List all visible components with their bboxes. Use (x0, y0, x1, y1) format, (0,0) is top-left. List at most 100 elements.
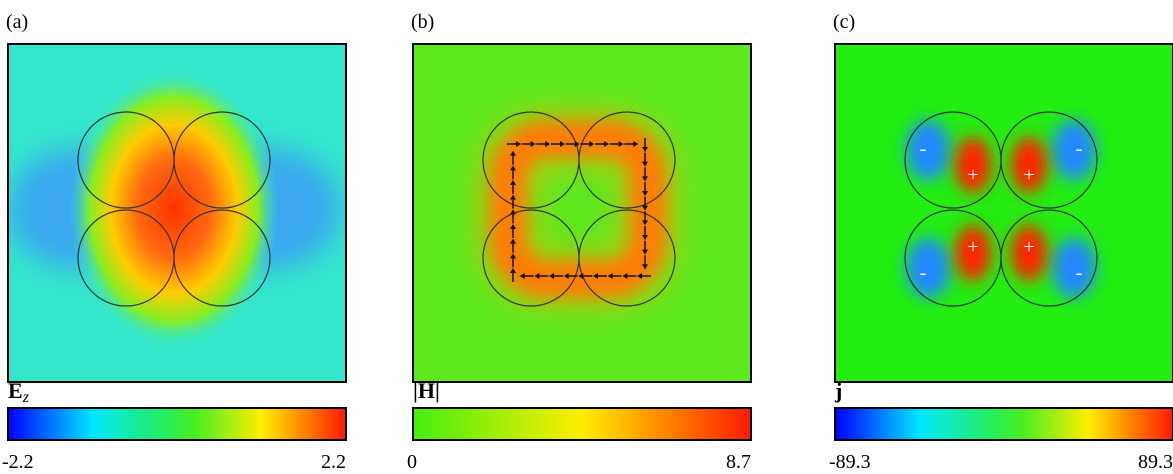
arrow-head (642, 176, 648, 182)
panel-label: (c) (833, 11, 855, 33)
arrow-head (549, 273, 554, 279)
arrow (510, 180, 516, 194)
colorbar-min: -2.2 (2, 451, 34, 473)
arrow-head (593, 273, 598, 279)
arrow-head (510, 268, 516, 273)
arrow (642, 255, 648, 270)
arrow (563, 273, 578, 279)
colorbar-min: -89.3 (829, 451, 871, 473)
charge-sign: + (1023, 236, 1034, 258)
arrow-head (642, 220, 648, 226)
arrow-head (519, 273, 525, 279)
arrow (609, 141, 624, 147)
field (955, 137, 991, 193)
panel-frame (834, 43, 1173, 383)
arrow (551, 141, 565, 147)
panel-label: (b) (411, 11, 434, 33)
arrow-head (516, 141, 521, 147)
colorbar (834, 407, 1173, 441)
arrow (510, 194, 516, 209)
arrow-head (607, 273, 613, 279)
particle (1000, 111, 1098, 209)
arrow-head (637, 273, 642, 279)
arrow (510, 238, 516, 253)
arrow (565, 141, 580, 147)
arrow (510, 224, 516, 238)
field-map (835, 44, 1173, 382)
arrow (642, 138, 648, 152)
colorbar-subscript: z (22, 389, 30, 406)
arrow (622, 273, 637, 279)
arrow-head (642, 249, 648, 255)
arrow-head (563, 273, 569, 279)
arrow (642, 182, 648, 196)
arrow (510, 268, 516, 282)
arrow (549, 273, 563, 279)
arrow-head (510, 150, 516, 156)
arrow (510, 150, 516, 165)
field (478, 109, 678, 309)
arrow (521, 141, 536, 147)
arrow (595, 141, 609, 147)
arrow (510, 253, 516, 268)
arrow (607, 273, 622, 279)
arrow-head (510, 253, 516, 259)
arrow (507, 141, 521, 147)
particle (578, 111, 676, 209)
arrow-head (618, 141, 624, 147)
field (955, 225, 991, 281)
field (906, 120, 950, 180)
particle (578, 209, 676, 307)
colorbar-max: 89.3 (1138, 451, 1173, 473)
arrow-head (622, 273, 628, 279)
arrow-head (642, 147, 648, 152)
colorbar-max: 8.7 (726, 451, 751, 473)
charge-sign: - (1076, 138, 1083, 160)
arrow (519, 273, 534, 279)
arrow-head (545, 141, 551, 147)
colorbar-title: |H| (413, 378, 440, 403)
field (906, 238, 950, 298)
arrow-head (604, 141, 609, 147)
colorbar (412, 407, 752, 441)
colorbar (7, 407, 347, 441)
arrow (536, 141, 551, 147)
colorbar-min: 0 (407, 451, 417, 473)
particle (173, 209, 271, 307)
charge-sign: + (967, 236, 978, 258)
arrow (642, 240, 648, 255)
charge-sign: - (920, 262, 927, 284)
arrow (510, 165, 516, 180)
field (69, 69, 279, 349)
charge-sign: + (967, 164, 978, 186)
arrow-head (510, 165, 516, 171)
field (1052, 238, 1096, 298)
arrow (593, 273, 607, 279)
arrow-head (642, 205, 648, 211)
field (1052, 120, 1096, 180)
arrow (642, 196, 648, 211)
colorbar-title: j (834, 378, 842, 403)
field-map (413, 44, 751, 382)
arrow (642, 226, 648, 240)
field (1011, 137, 1047, 193)
arrow-head (642, 264, 648, 270)
arrow (637, 273, 651, 279)
charge-sign: - (1076, 262, 1083, 284)
arrow-head (574, 141, 580, 147)
arrow (534, 273, 549, 279)
panel-label: (a) (6, 11, 28, 33)
arrow (642, 211, 648, 226)
charge-sign: + (1023, 164, 1034, 186)
arrow-head (642, 235, 648, 240)
arrow-head (642, 191, 648, 196)
arrow-head (510, 209, 516, 215)
arrow-head (530, 141, 536, 147)
arrow-head (578, 273, 584, 279)
arrow (510, 209, 516, 224)
arrow-head (589, 141, 595, 147)
arrow-head (510, 194, 516, 200)
arrow-head (510, 238, 516, 244)
panel-frame (7, 43, 347, 383)
